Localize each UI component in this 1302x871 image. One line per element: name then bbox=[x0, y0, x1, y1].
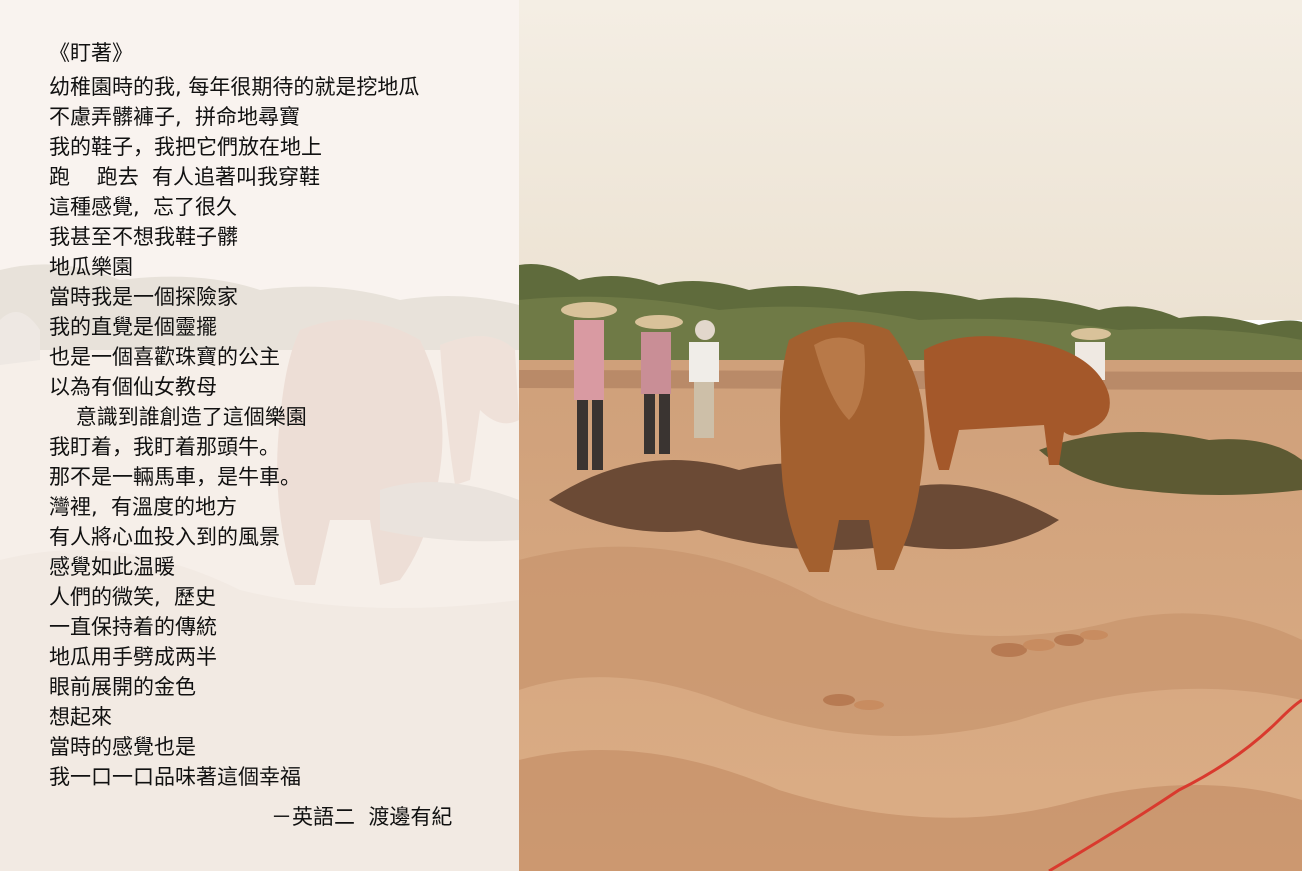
poem-author: －英語二 渡邊有紀 bbox=[271, 805, 453, 829]
poem-line: 我盯着，我盯着那頭牛。 bbox=[49, 435, 280, 459]
poem-line: 我的鞋子，我把它們放在地上 bbox=[49, 135, 322, 159]
farmer-1 bbox=[561, 302, 617, 470]
poem-line: 那不是一輛馬車，是牛車。 bbox=[49, 465, 301, 489]
poem-line: 我一口一口品味著這個幸福 bbox=[49, 765, 301, 789]
poem-title: 《盯著》 bbox=[49, 41, 133, 65]
poem-line: 以為有個仙女教母 bbox=[49, 375, 217, 399]
poem-line: 不慮弄髒褲子, 拼命地尋寶 bbox=[49, 105, 301, 129]
vine-pile bbox=[1039, 432, 1302, 495]
poem-line: 這種感覺, 忘了很久 bbox=[49, 195, 238, 219]
sky bbox=[519, 0, 1302, 320]
poem-line: 跑 跑去 有人追著叫我穿鞋 bbox=[49, 165, 321, 189]
poem-line: 我的直覺是個靈擺 bbox=[49, 315, 217, 339]
poem-line: 想起來 bbox=[49, 705, 112, 729]
poem-line: 灣裡, 有溫度的地方 bbox=[49, 495, 238, 519]
farmer-3 bbox=[689, 320, 719, 438]
poem-line: 當時的感覺也是 bbox=[49, 735, 196, 759]
poem-line: 感覺如此温暖 bbox=[49, 555, 175, 579]
poem-line: 眼前展開的金色 bbox=[49, 675, 196, 699]
faded-photo-panel bbox=[0, 0, 519, 871]
cow-back bbox=[924, 336, 1110, 470]
sweet-potatoes bbox=[823, 630, 1108, 710]
red-rope bbox=[1048, 698, 1302, 871]
white-overlay bbox=[0, 0, 519, 871]
poem-line: 也是一個喜歡珠寶的公主 bbox=[49, 345, 280, 369]
poem-lines: 幼稚園時的我, 每年很期待的就是挖地瓜 不慮弄髒褲子, 拼命地尋寶 我的鞋子，我… bbox=[49, 72, 509, 792]
poem-line: 一直保持着的傳統 bbox=[49, 615, 217, 639]
poem-line: 地瓜用手劈成两半 bbox=[49, 645, 217, 669]
field-photo bbox=[519, 0, 1302, 871]
poem-line: 意識到誰創造了這個樂園 bbox=[49, 405, 307, 429]
poem-line: 有人將心血投入到的風景 bbox=[49, 525, 280, 549]
cow-front bbox=[780, 322, 925, 572]
farmer-2 bbox=[635, 315, 683, 454]
poem-line: 幼稚園時的我, 每年很期待的就是挖地瓜 bbox=[49, 75, 420, 99]
poem-line: 人們的微笑, 歷史 bbox=[49, 585, 217, 609]
poem-line: 地瓜樂園 bbox=[49, 255, 133, 279]
poem: 《盯著》 幼稚園時的我, 每年很期待的就是挖地瓜 不慮弄髒褲子, 拼命地尋寶 我… bbox=[49, 38, 509, 792]
poem-line: 當時我是一個探險家 bbox=[49, 285, 238, 309]
poem-line: 我甚至不想我鞋子髒 bbox=[49, 225, 238, 249]
